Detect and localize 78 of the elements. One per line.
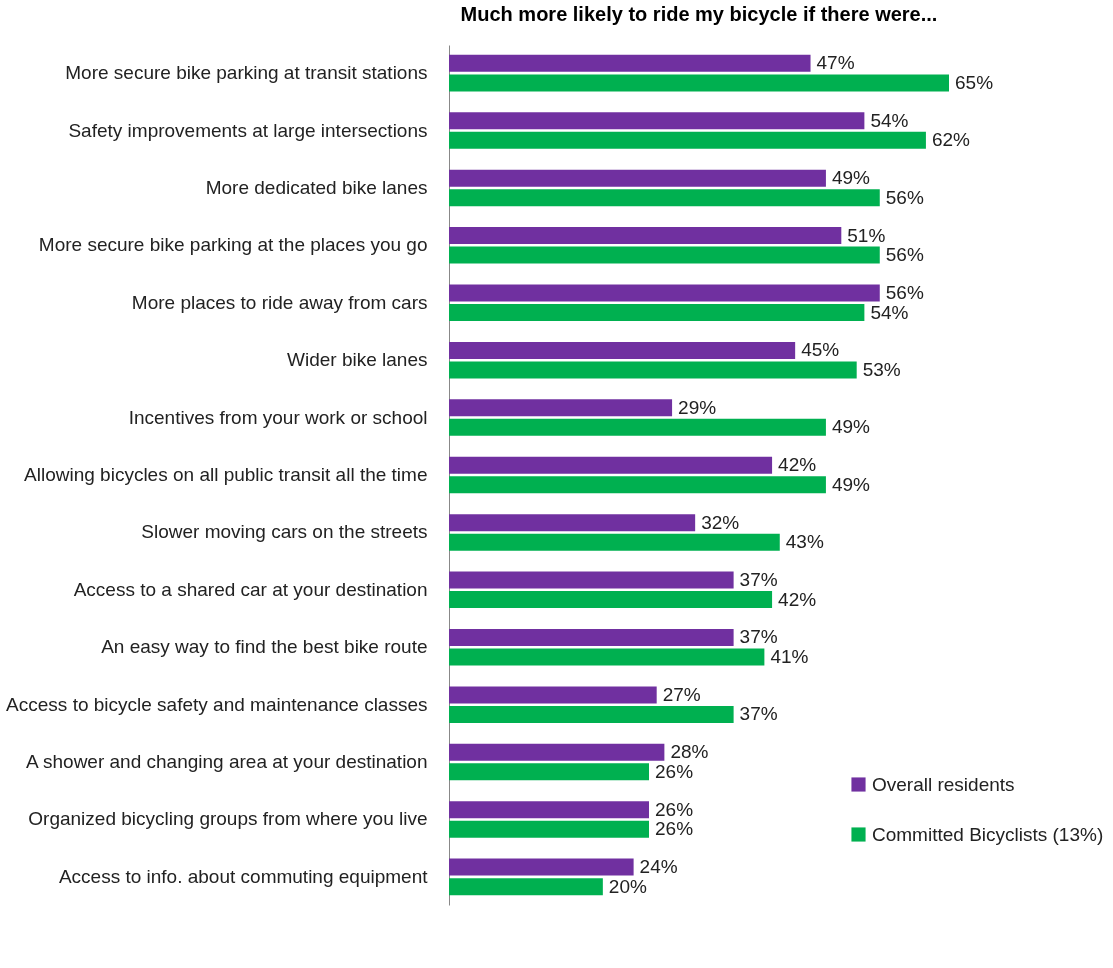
chart-title: Much more likely to ride my bicycle if there were... (460, 3, 938, 25)
bar (449, 246, 880, 264)
legend-label: Overall residents (872, 773, 1015, 795)
data-label: 42% (778, 454, 817, 476)
bar (449, 878, 603, 896)
y-tick-label: More secure bike parking at transit stations (65, 62, 428, 84)
bar (449, 686, 657, 704)
data-label: 32% (701, 511, 740, 533)
data-label: 54% (870, 109, 909, 131)
bar (449, 820, 649, 838)
bar (449, 648, 765, 666)
bar (449, 74, 949, 92)
y-tick-label: Safety improvements at large intersections (68, 119, 428, 141)
data-label: 65% (955, 71, 994, 93)
y-tick-label: More secure bike parking at the places you go (38, 234, 428, 256)
data-label: 56% (885, 244, 924, 266)
data-label: 49% (831, 473, 871, 495)
y-tick-label: Access to bicycle safety and maintenance classes (6, 693, 428, 715)
bar (449, 169, 826, 187)
bar (449, 514, 696, 532)
bar (449, 189, 880, 207)
data-label: 62% (931, 129, 971, 151)
y-tick-label: Slower moving cars on the streets (141, 521, 428, 543)
bar (449, 763, 649, 781)
bar (449, 54, 811, 72)
data-label: 37% (739, 626, 778, 648)
bar (449, 571, 734, 589)
y-tick-label: Access to info. about commuting equipment (58, 865, 429, 887)
bar (449, 591, 773, 609)
bar (449, 456, 773, 474)
data-label: 54% (870, 301, 909, 323)
data-label: 37% (739, 703, 778, 725)
data-label: 43% (785, 531, 824, 553)
bar (449, 399, 673, 417)
data-label: 26% (655, 818, 694, 840)
bar (449, 131, 926, 149)
data-label: 29% (678, 396, 717, 418)
bar (449, 284, 880, 302)
bar (449, 227, 842, 245)
y-tick-label: Access to a shared car at your destination (73, 578, 428, 600)
bar (449, 743, 665, 761)
data-label: 51% (847, 224, 886, 246)
data-label: 49% (831, 416, 871, 438)
data-label: 41% (770, 645, 809, 667)
bar (449, 112, 865, 130)
bar (449, 341, 796, 359)
data-label: 56% (885, 186, 924, 208)
data-label: 42% (778, 588, 817, 610)
y-tick-label: Wider bike lanes (287, 349, 428, 371)
data-label: 28% (670, 741, 709, 763)
data-label: 37% (739, 569, 778, 591)
data-label: 26% (655, 798, 694, 820)
y-tick-label: A shower and changing area at your destination (26, 751, 428, 773)
y-tick-label: Incentives from your work or school (128, 406, 428, 428)
y-tick-label: More places to ride away from cars (131, 291, 428, 313)
bar (449, 476, 826, 494)
bar (449, 705, 734, 723)
data-label: 47% (816, 52, 855, 74)
bar (449, 361, 857, 379)
bar (449, 801, 649, 819)
y-tick-label: Organized bicycling groups from where you live (28, 808, 428, 830)
data-label: 27% (662, 683, 701, 705)
data-label: 56% (885, 282, 924, 304)
data-label: 24% (639, 856, 678, 878)
y-tick-label: An easy way to find the best bike route (101, 636, 428, 658)
data-label: 53% (862, 358, 901, 380)
data-label: 20% (608, 875, 647, 897)
y-tick-label: More dedicated bike lanes (205, 176, 428, 198)
legend-label: Committed Bicyclists (13%) (872, 823, 1104, 845)
bar (449, 533, 780, 551)
data-label: 49% (831, 167, 871, 189)
y-tick-label: Allowing bicycles on all public transit all the time (24, 464, 428, 485)
bar (449, 628, 734, 646)
data-label: 26% (655, 760, 694, 782)
bar (449, 418, 826, 436)
bar (449, 858, 634, 876)
bar (449, 304, 865, 322)
data-label: 45% (801, 339, 840, 361)
